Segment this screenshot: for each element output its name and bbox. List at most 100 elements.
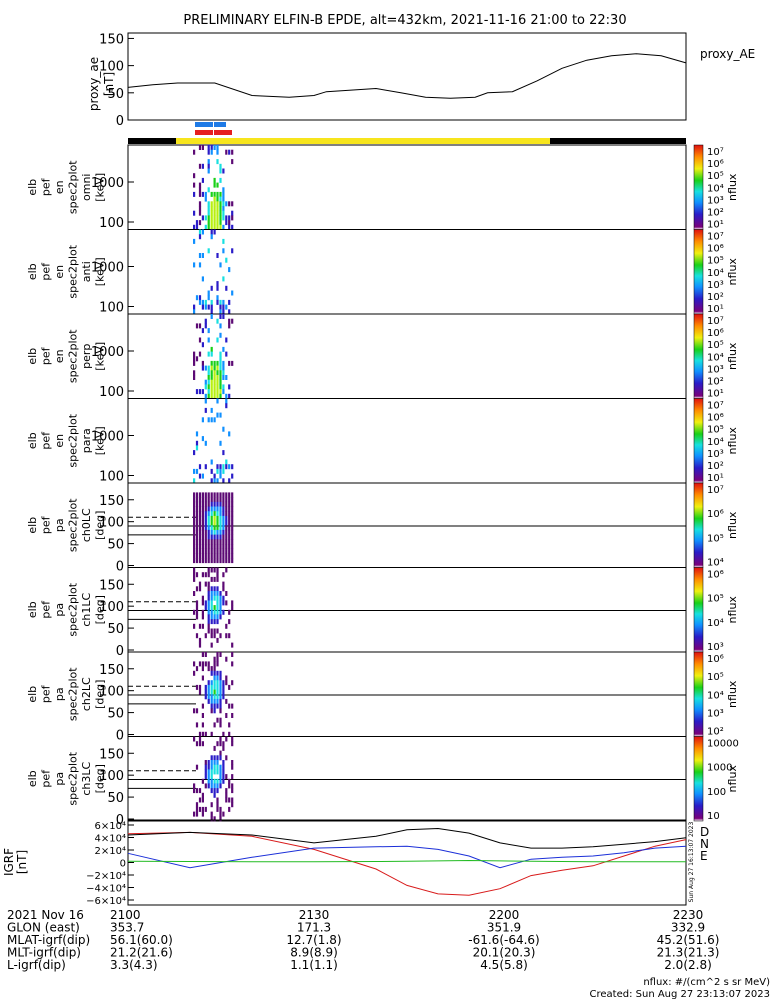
spectrogram-cell [213,215,216,221]
spectrogram-cell [219,694,222,700]
spectrogram-cell [216,253,219,258]
igrf-line-E [127,859,686,863]
spectrogram-cell [207,328,210,334]
spectrogram-cell [207,304,210,310]
spectrogram-cell [219,220,222,226]
spectrogram-cell [198,553,202,559]
panel-y-tick-label: 150 [99,494,124,509]
spectrogram-cell [231,290,234,296]
spectrogram-cell [228,548,231,554]
spectrogram-cell [201,473,204,479]
spectrogram-cell [193,506,196,512]
spectrogram-cell [216,553,219,559]
spectrogram-cell [193,304,196,310]
spectrogram-cell [198,337,202,343]
spectrogram-cell [222,168,225,174]
spectrogram-cell [207,201,210,207]
spectrogram-cell [231,201,234,207]
spectrogram-cell [198,163,202,169]
spectrogram-cell [219,191,222,197]
spectrogram-cell [198,210,202,216]
spectrogram-cell [210,769,213,775]
spectrogram-cell [207,351,210,357]
spectrogram-cell [216,637,219,643]
panel-ylabel-2: en [53,180,66,194]
spectrogram-cell [225,792,228,798]
spectrogram-cell [213,609,216,615]
spectrogram-cell [204,323,207,329]
spectrogram-cell [210,375,213,380]
colorbar-tick-label: 10¹ [707,220,724,231]
spectrogram-cell [213,792,216,798]
spectrogram-cell [219,698,222,704]
spectrogram-cell [207,783,210,789]
spectrogram-cell [219,365,222,371]
spectrogram-cell [222,468,225,474]
spectrogram-cell [213,816,216,822]
spectrogram-cell [198,464,202,470]
spectrogram-cell [201,666,204,672]
spectrogram-cell [198,206,202,211]
spectrogram-cell [231,224,234,230]
spectrogram-cell [198,558,202,564]
footer-value: 2130 [299,908,330,922]
colorbar-label: nflux [726,342,739,370]
spectrogram-cell [219,375,222,380]
spectrogram-cell [201,731,204,737]
spectrogram-cell [216,534,219,540]
spectrogram-cell [213,220,216,226]
igrf-ylabel: IGRF [2,848,16,876]
spectrogram-cell [213,393,216,399]
spectrogram-cell [222,741,225,747]
footer-value: 56.1(60.0) [110,933,173,947]
spectrogram-cell [228,520,231,526]
spectrogram-cell [204,529,207,535]
spectrogram-cell [225,459,228,465]
spectrogram-cell [228,731,231,737]
panel-ylabel-3: spec2plot [67,498,80,552]
spectrogram-cell [219,633,222,639]
spectrogram-cell [225,713,228,718]
spectrogram-cell [222,684,225,690]
spectrogram-cell [222,210,225,216]
footer-value: 3.3(4.3) [110,958,158,972]
spectrogram-cell [213,694,216,700]
colorbar-tick-label: 10⁴ [707,558,724,569]
spectrogram-cell [219,670,222,676]
panel-y-tick-label: 0 [116,560,124,575]
spectrogram-cell [201,797,204,803]
spectrogram-cell [219,548,222,554]
spectrogram-cell [210,299,213,305]
spectrogram-cell [225,591,228,596]
spectrogram-cell [225,675,228,681]
colorbar-label: nflux [726,765,739,793]
spectrogram-cell [213,760,216,765]
spectrogram-cell [207,586,210,592]
spectrogram-cell [231,713,234,718]
spectrogram-cell [195,520,199,526]
spectrogram-cell [210,605,213,611]
spectrogram-cell [207,393,210,399]
spectrogram-cell [195,609,199,615]
panel-ylabel-5: [keV] [94,257,107,286]
spectrogram-cell [222,196,225,202]
spectrogram-cell [231,318,234,324]
spectrogram-cell [213,722,216,728]
spectrogram-cell [213,534,216,540]
spectrogram-cell [213,591,216,596]
colorbar [693,313,704,399]
spectrogram-cell [228,215,231,221]
spectrogram-cell [198,689,202,695]
spectrogram-cell [198,234,202,240]
spectrogram-cell [216,206,219,211]
spectrogram-cell [195,633,199,639]
spectrogram-cell [195,525,199,531]
spectrogram-cell [201,553,204,559]
panel-ylabel-1: pef [40,177,53,196]
spectrogram-cell [222,450,225,456]
spectrogram-cell [204,525,207,531]
spectrogram-cell [201,253,204,258]
spectrogram-cell [219,708,222,714]
panel-y-tick-label: 50 [107,707,124,722]
spectrogram-cell [193,468,196,474]
